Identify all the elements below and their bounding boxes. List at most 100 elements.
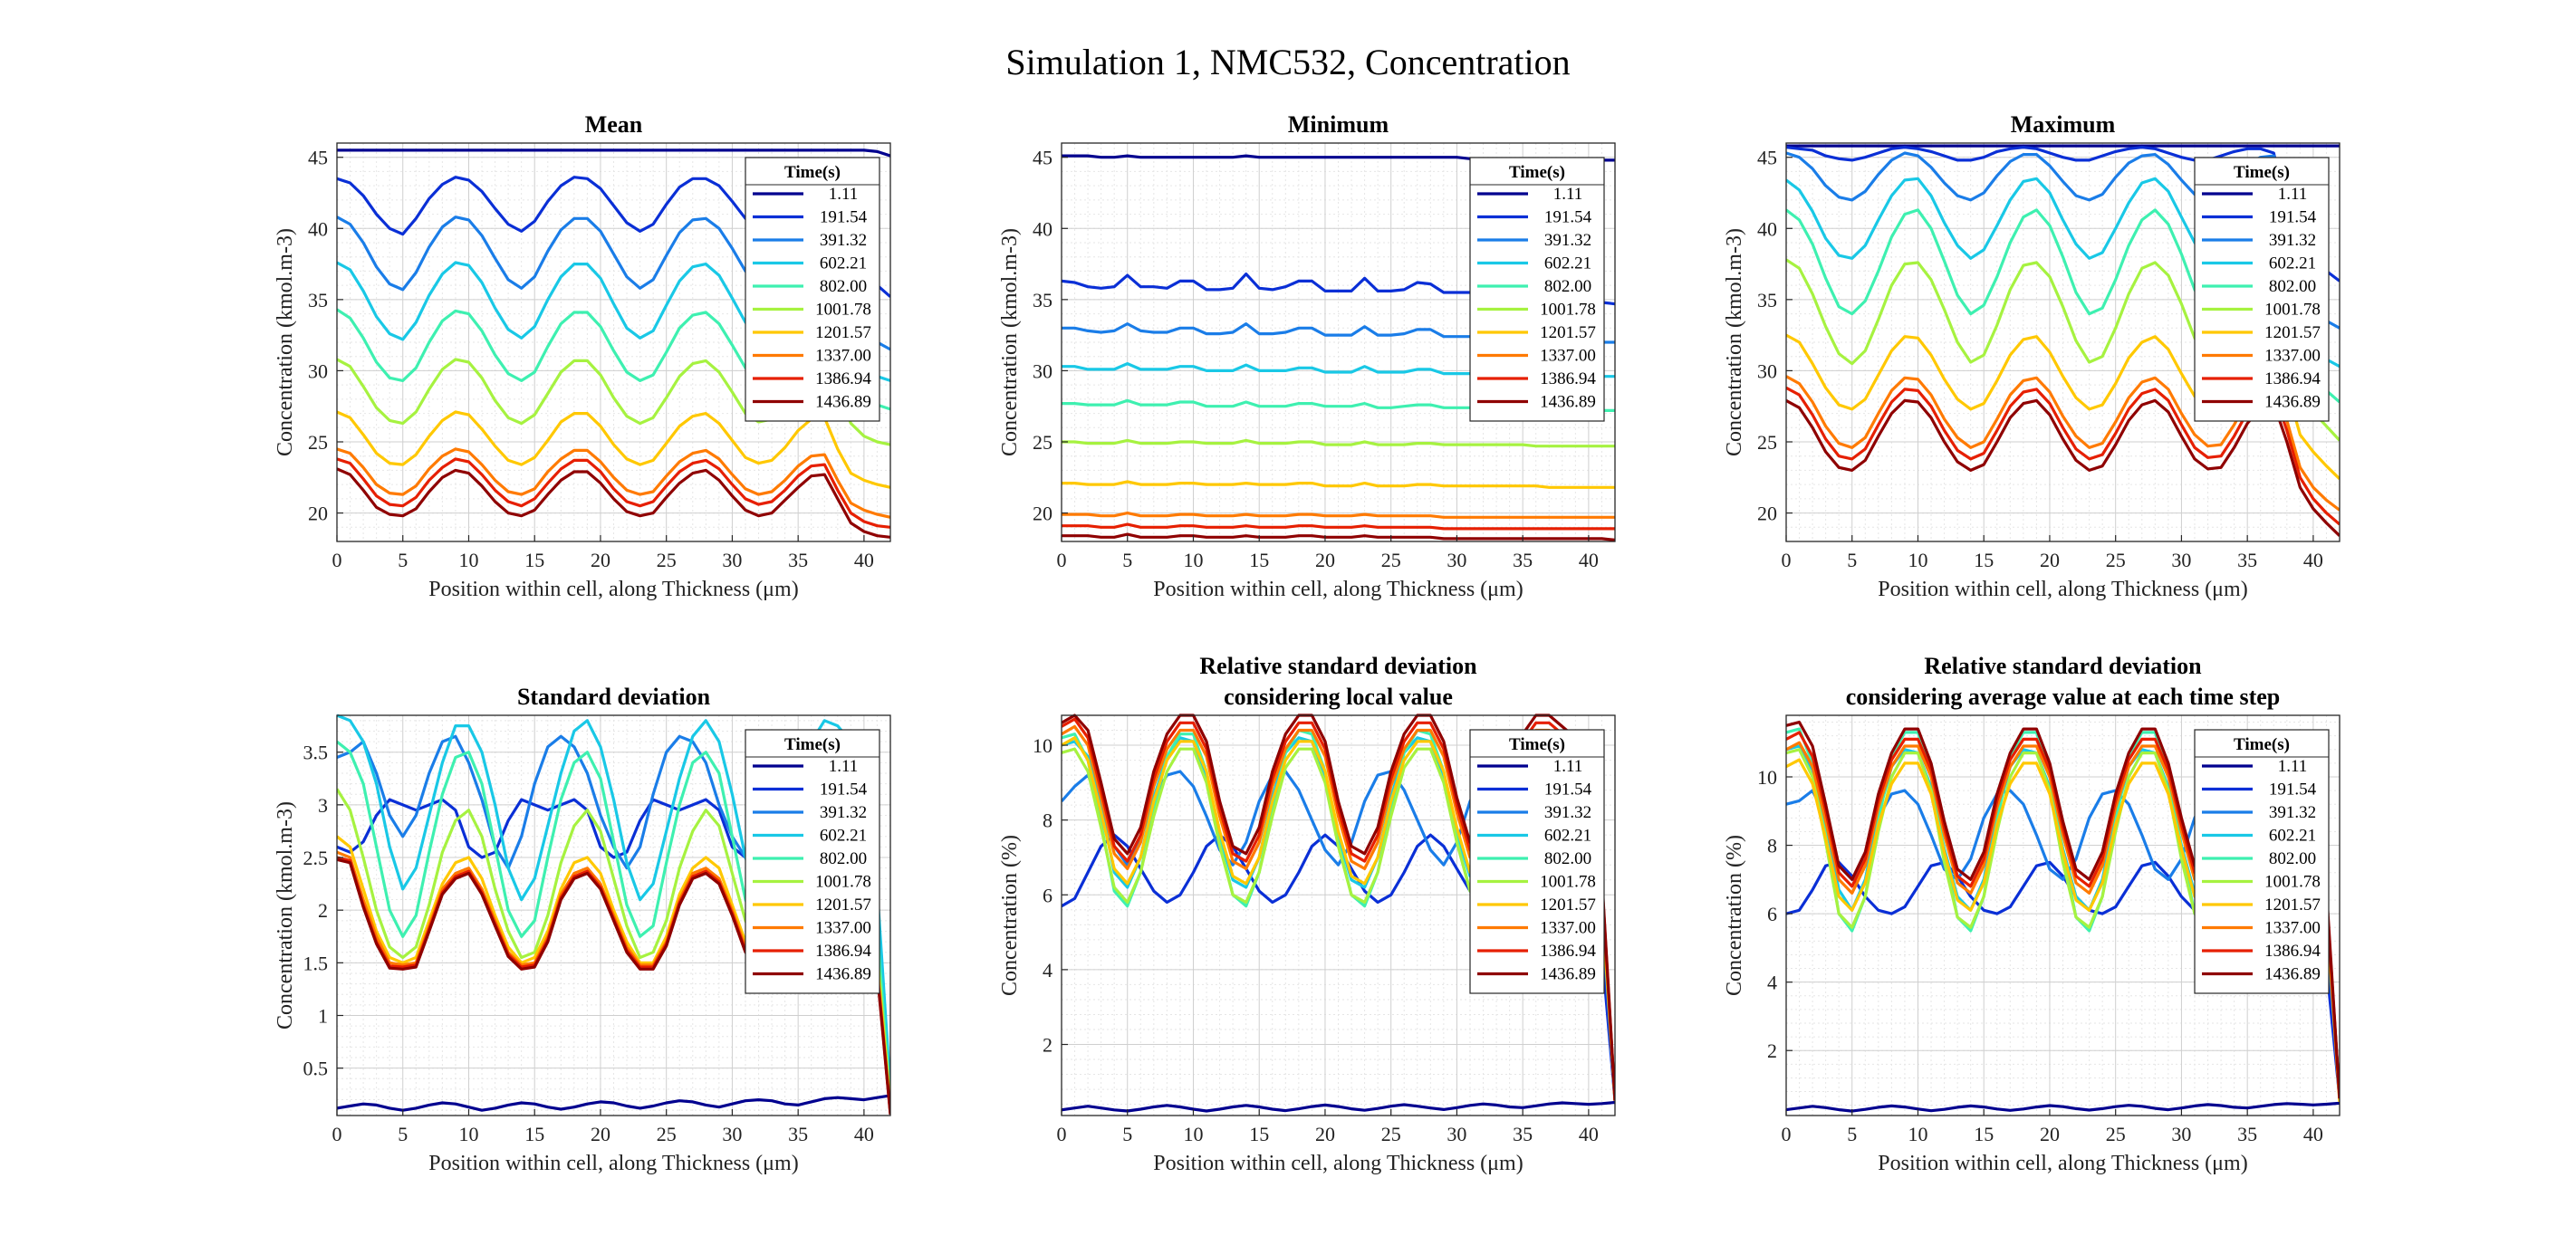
x-tick-label: 20 <box>591 1123 610 1145</box>
series-line-1-11 <box>337 148 890 158</box>
series-line-1-11 <box>1062 1100 1615 1113</box>
x-tick-label: 5 <box>1122 1123 1132 1145</box>
x-tick-label: 15 <box>524 549 544 571</box>
legend-title: Time(s) <box>784 735 841 754</box>
x-tick-label: 35 <box>1513 1123 1533 1145</box>
panel-title: Standard deviation <box>517 684 711 710</box>
axes-frame <box>1785 714 2341 1116</box>
legend-entry: 1.11 <box>829 185 859 204</box>
series-line-1201-57 <box>337 410 890 489</box>
legend-title: Time(s) <box>1509 163 1565 182</box>
y-tick-label: 20 <box>1033 503 1053 525</box>
legend-entry: 602.21 <box>2269 827 2316 846</box>
y-tick-label: 25 <box>308 431 328 454</box>
y-tick-label: 45 <box>1757 147 1777 169</box>
y-tick-label: 45 <box>308 147 328 169</box>
x-tick-label: 40 <box>2303 549 2323 571</box>
y-tick-label: 1.5 <box>303 952 329 974</box>
legend-entry: 1337.00 <box>1540 347 1596 366</box>
legend-entry: 602.21 <box>1544 254 1591 273</box>
x-axis-label: Position within cell, along Thickness (μ… <box>428 578 798 601</box>
series-line-1337-00 <box>337 447 890 519</box>
y-tick-label: 10 <box>1757 766 1777 789</box>
x-tick-label: 40 <box>1579 1123 1599 1145</box>
x-tick-label: 35 <box>1513 549 1533 571</box>
legend-entry: 1001.78 <box>1540 301 1596 320</box>
x-tick-label: 15 <box>1974 1123 1994 1145</box>
legend-entry: 191.54 <box>820 781 868 800</box>
legend-entry: 1201.57 <box>815 895 871 915</box>
series-line-1-11 <box>1786 1101 2340 1113</box>
legend-entry: 191.54 <box>1544 208 1592 227</box>
legend-entry: 1436.89 <box>2264 393 2321 412</box>
legend-entry: 802.00 <box>2269 849 2316 868</box>
legend-entry: 391.32 <box>820 231 867 250</box>
panel-title: Maximum <box>2011 111 2116 138</box>
y-axis-label: Concentration (%) <box>1723 835 1746 996</box>
series-line-1001-78 <box>1062 438 1615 448</box>
y-tick-label: 4 <box>1767 972 1777 994</box>
y-axis-label: Concentration (kmol.m-3) <box>998 228 1022 456</box>
y-tick-label: 35 <box>1033 289 1053 311</box>
panel-title: Mean <box>585 111 643 138</box>
y-tick-label: 2 <box>1043 1034 1053 1057</box>
series-line-1386-94 <box>337 457 890 529</box>
x-tick-label: 30 <box>722 1123 742 1145</box>
x-tick-label: 10 <box>1908 549 1927 571</box>
legend-entry: 1436.89 <box>815 393 871 412</box>
legend-entry: 602.21 <box>2269 254 2316 273</box>
legend-entry: 191.54 <box>1544 781 1592 800</box>
y-tick-label: 0.5 <box>303 1058 329 1080</box>
y-tick-label: 3 <box>318 794 328 817</box>
legend: Time(s) 1.11 191.54 391.32 602.21 802.00 1001.… <box>1469 729 1605 994</box>
series-line-1436-89 <box>1786 398 2340 537</box>
y-tick-label: 10 <box>1033 734 1053 757</box>
legend-entry: 1201.57 <box>1540 323 1596 342</box>
x-tick-label: 20 <box>591 549 610 571</box>
y-tick-label: 6 <box>1767 903 1777 925</box>
y-tick-label: 2.5 <box>303 847 329 869</box>
y-tick-label: 4 <box>1043 959 1053 982</box>
y-tick-label: 40 <box>1033 217 1053 240</box>
x-axis-label: Position within cell, along Thickness (μ… <box>1878 1152 2247 1175</box>
panel-standard-deviation: 0 5 10 15 20 25 30 35 40 0.5 1 1.5 2 2.5 3 3.5 Position … <box>274 684 891 1175</box>
legend-entry: 1001.78 <box>815 873 871 892</box>
legend-entry: 1386.94 <box>815 369 871 388</box>
y-tick-label: 2 <box>318 899 328 922</box>
x-tick-label: 0 <box>1057 1123 1067 1145</box>
legend-entry: 1001.78 <box>815 301 871 320</box>
legend-entry: 1337.00 <box>2264 347 2321 366</box>
legend-entry: 1337.00 <box>2264 919 2321 938</box>
x-tick-label: 30 <box>2171 549 2191 571</box>
legend: Time(s) 1.11 191.54 391.32 602.21 802.00 1001.… <box>2194 157 2330 422</box>
legend-entry: 191.54 <box>820 208 868 227</box>
y-tick-label: 40 <box>308 217 328 240</box>
x-tick-label: 25 <box>1381 549 1401 571</box>
legend-entry: 802.00 <box>1544 849 1591 868</box>
x-tick-label: 10 <box>1908 1123 1927 1145</box>
y-tick-label: 40 <box>1757 217 1777 240</box>
x-tick-label: 5 <box>1847 549 1857 571</box>
legend-entry: 1386.94 <box>1540 942 1596 961</box>
legend-entry: 1337.00 <box>815 347 871 366</box>
y-axis-label: Concentration (kmol.m-3) <box>274 228 297 456</box>
y-tick-label: 2 <box>1767 1039 1777 1062</box>
x-tick-label: 0 <box>332 1123 342 1145</box>
x-tick-label: 20 <box>2040 1123 2060 1145</box>
legend-entry: 602.21 <box>1544 827 1591 846</box>
legend-entry: 1337.00 <box>1540 919 1596 938</box>
legend: Time(s) 1.11 191.54 391.32 602.21 802.00 1001.… <box>1469 157 1605 422</box>
x-axis-label: Position within cell, along Thickness (μ… <box>428 1152 798 1175</box>
legend-entry: 391.32 <box>2269 231 2316 250</box>
legend-entry: 1201.57 <box>815 323 871 342</box>
x-tick-label: 40 <box>854 1123 874 1145</box>
panel-relative-std-local: 0 5 10 15 20 25 30 35 40 2 4 6 8 10 Position within ce… <box>998 653 1616 1175</box>
x-tick-label: 40 <box>2303 1123 2323 1145</box>
legend-entry: 1436.89 <box>1540 393 1596 412</box>
legend: Time(s) 1.11 191.54 391.32 602.21 802.00 1001.… <box>745 157 880 422</box>
x-tick-label: 25 <box>657 549 677 571</box>
y-axis-label: Concentration (%) <box>998 835 1022 996</box>
legend-title: Time(s) <box>2234 735 2290 754</box>
x-tick-label: 5 <box>1847 1123 1857 1145</box>
